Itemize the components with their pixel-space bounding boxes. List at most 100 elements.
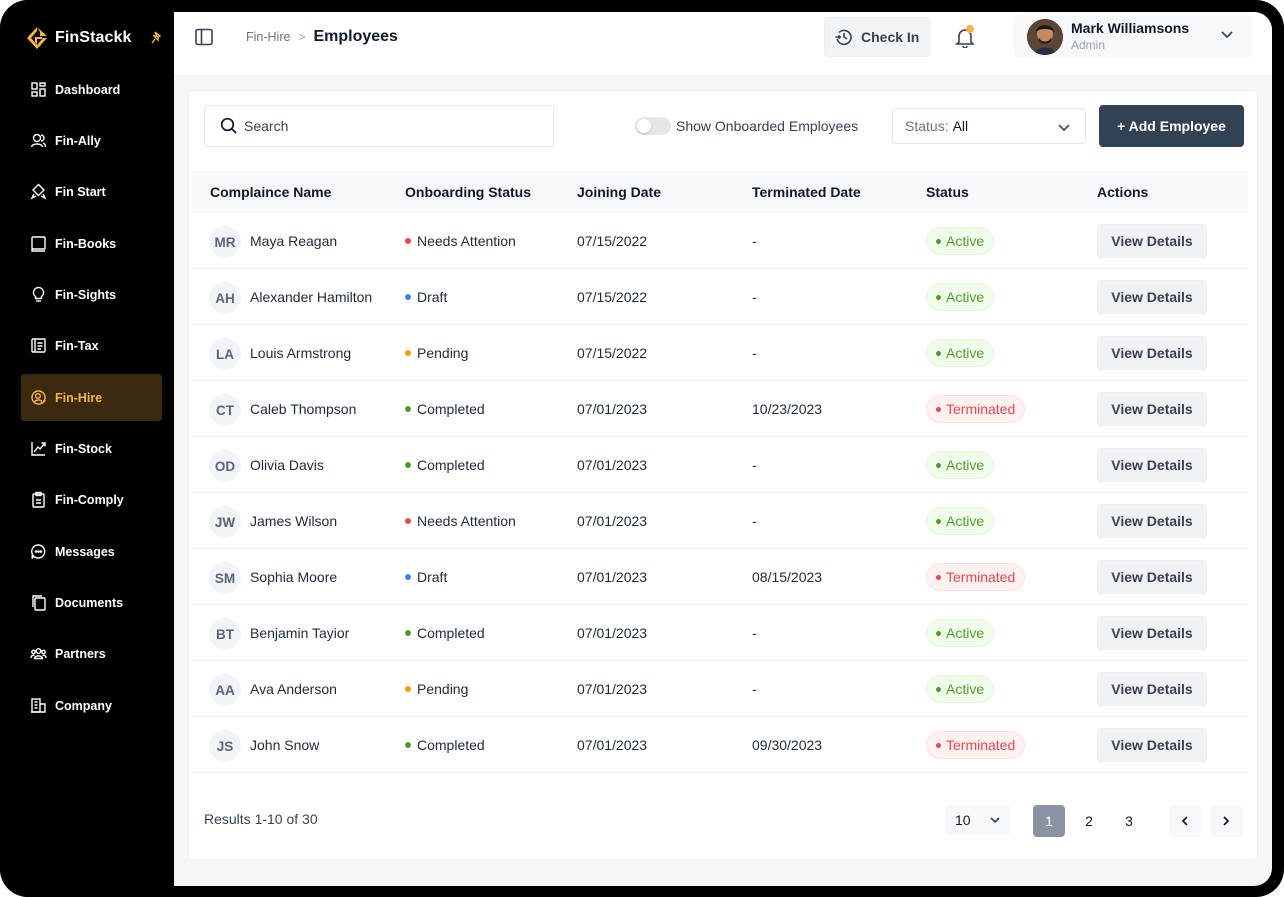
- chevron-down-icon: [990, 817, 1000, 824]
- status-badge: Terminated: [926, 563, 1026, 591]
- page-button-3[interactable]: 3: [1113, 805, 1145, 837]
- sidebar-item-fin-hire[interactable]: Fin-Hire: [21, 374, 162, 421]
- status-badge-label: Terminated: [946, 401, 1016, 417]
- search-icon: [220, 117, 237, 134]
- column-header-joining[interactable]: Joining Date: [577, 184, 662, 200]
- table-row: JS John Snow Completed 07/01/2023 09/30/2023…: [192, 717, 1248, 773]
- sidebar-item-fin-start[interactable]: Fin Start: [21, 168, 162, 215]
- page-button-1[interactable]: 1: [1033, 805, 1065, 837]
- sidebar-item-fin-books[interactable]: Fin-Books: [21, 220, 162, 267]
- add-employee-button[interactable]: + Add Employee: [1099, 105, 1244, 147]
- status-badge-label: Active: [946, 513, 985, 529]
- joining-date: 07/01/2023: [577, 737, 648, 753]
- sidebar-item-label: Fin-Stock: [55, 441, 112, 456]
- status-dot: [936, 350, 941, 356]
- status-filter-value: All: [952, 118, 969, 134]
- sidebar-item-dashboard[interactable]: Dashboard: [21, 66, 162, 113]
- view-details-button[interactable]: View Details: [1097, 336, 1207, 370]
- table-row: LA Louis Armstrong Pending 07/15/2022 - Activ…: [192, 325, 1248, 381]
- sidebar-item-partners[interactable]: Partners: [21, 630, 162, 677]
- view-details-button[interactable]: View Details: [1097, 728, 1207, 762]
- avatar: [1027, 18, 1063, 55]
- users-icon: [30, 132, 47, 149]
- status-dot: [936, 686, 941, 692]
- view-details-button[interactable]: View Details: [1097, 616, 1207, 650]
- initials-avatar: CT: [209, 394, 241, 426]
- column-header-name[interactable]: Complaince Name: [210, 184, 332, 200]
- onboarding-dot: [405, 574, 411, 580]
- table-row: AH Alexander Hamilton Draft 07/15/2022 - Acti…: [192, 269, 1248, 325]
- onboarding-status: Needs Attention: [405, 513, 516, 529]
- show-onboarded-toggle-wrap: Show Onboarded Employees: [635, 117, 858, 135]
- app-name: FinStackk: [55, 29, 132, 46]
- onboarding-status: Completed: [405, 625, 485, 641]
- sidebar-item-label: Fin Start: [55, 184, 106, 199]
- sidebar-item-company[interactable]: Company: [21, 682, 162, 729]
- column-header-status[interactable]: Status: [926, 184, 969, 200]
- status-dot: [936, 406, 941, 412]
- status-badge: Terminated: [926, 395, 1026, 423]
- clipboard-icon: [30, 491, 47, 508]
- joining-date: 07/15/2022: [577, 233, 648, 249]
- sidebar-item-documents[interactable]: Documents: [21, 579, 162, 626]
- column-header-onboarding[interactable]: Onboarding Status: [405, 184, 531, 200]
- column-header-terminated[interactable]: Terminated Date: [752, 184, 861, 200]
- dashboard-icon: [30, 81, 47, 98]
- view-details-button[interactable]: View Details: [1097, 504, 1207, 538]
- initials-avatar: OD: [209, 450, 241, 482]
- per-page-select[interactable]: 10: [945, 805, 1011, 835]
- chevron-right-icon: [1223, 816, 1230, 826]
- terminated-date: -: [752, 681, 757, 697]
- app-logo[interactable]: FinStackk: [26, 24, 166, 52]
- check-in-button[interactable]: Check In: [824, 17, 931, 57]
- column-header-actions: Actions: [1097, 184, 1149, 200]
- view-details-button[interactable]: View Details: [1097, 280, 1207, 314]
- sidebar-toggle-icon[interactable]: [194, 27, 214, 47]
- tax-document-icon: [30, 337, 47, 354]
- status-dot: [936, 742, 941, 748]
- sidebar-item-fin-tax[interactable]: Fin-Tax: [21, 322, 162, 369]
- initials-avatar: LA: [209, 338, 241, 370]
- sidebar-item-fin-stock[interactable]: Fin-Stock: [21, 425, 162, 472]
- status-filter-select[interactable]: Status: All: [892, 108, 1086, 144]
- page-button-2[interactable]: 2: [1073, 805, 1105, 837]
- initials-avatar: AA: [209, 674, 241, 706]
- onboarding-status-label: Completed: [417, 625, 485, 641]
- user-menu[interactable]: Mark Williamsons Admin: [1014, 15, 1252, 58]
- view-details-button[interactable]: View Details: [1097, 672, 1207, 706]
- status-dot: [936, 462, 941, 468]
- prev-page-button[interactable]: [1169, 805, 1201, 837]
- view-details-button[interactable]: View Details: [1097, 560, 1207, 594]
- terminated-date: 08/15/2023: [752, 569, 823, 585]
- chevron-down-icon: [1058, 124, 1070, 132]
- documents-icon: [30, 594, 47, 611]
- terminated-date: -: [752, 513, 757, 529]
- status-badge-label: Active: [946, 233, 985, 249]
- sidebar-item-fin-comply[interactable]: Fin-Comply: [21, 476, 162, 523]
- status-badge-label: Active: [946, 289, 985, 305]
- onboarding-dot: [405, 630, 411, 636]
- sidebar-item-fin-ally[interactable]: Fin-Ally: [21, 117, 162, 164]
- search-box[interactable]: [204, 105, 554, 147]
- sidebar-item-fin-sights[interactable]: Fin-Sights: [21, 271, 162, 318]
- status-dot: [936, 294, 941, 300]
- onboarding-status: Completed: [405, 401, 485, 417]
- view-details-button[interactable]: View Details: [1097, 392, 1207, 426]
- show-onboarded-toggle[interactable]: [635, 117, 671, 135]
- view-details-button[interactable]: View Details: [1097, 224, 1207, 258]
- onboarding-dot: [405, 238, 411, 244]
- breadcrumb: Fin-Hire > Employees: [246, 26, 398, 48]
- chevron-down-icon[interactable]: [1220, 27, 1234, 41]
- view-details-button[interactable]: View Details: [1097, 448, 1207, 482]
- search-input[interactable]: [244, 118, 534, 134]
- next-page-button[interactable]: [1210, 805, 1242, 837]
- pin-icon[interactable]: [151, 31, 163, 45]
- sidebar-item-messages[interactable]: Messages: [21, 528, 162, 575]
- status-dot: [936, 238, 941, 244]
- joining-date: 07/01/2023: [577, 569, 648, 585]
- show-onboarded-label: Show Onboarded Employees: [676, 118, 859, 134]
- clock-history-icon: [835, 29, 852, 46]
- book-icon: [30, 235, 47, 252]
- breadcrumb-parent[interactable]: Fin-Hire: [246, 30, 291, 44]
- building-icon: [30, 697, 47, 714]
